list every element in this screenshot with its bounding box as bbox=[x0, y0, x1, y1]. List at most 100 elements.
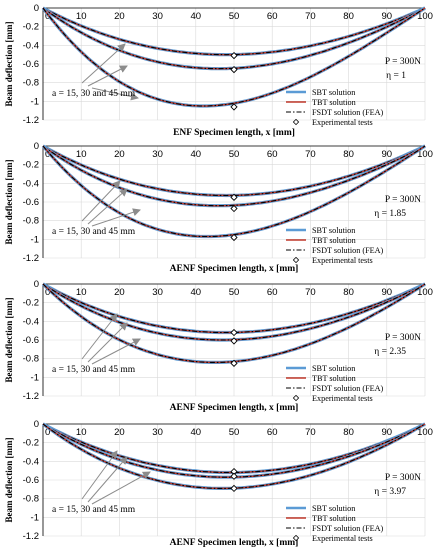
legend-experimental-label: Experimental tests bbox=[312, 534, 373, 543]
legend-experimental-symbol bbox=[292, 394, 300, 402]
experimental-point bbox=[230, 472, 238, 480]
x-tick-label: 50 bbox=[229, 11, 240, 22]
crack-length-label: a = 15, 30 and 45 mm bbox=[52, 505, 136, 515]
x-tick-label: 60 bbox=[267, 149, 278, 160]
x-tick-label: 10 bbox=[76, 149, 87, 160]
load-annotation: P = 300N bbox=[385, 195, 421, 205]
y-axis-title: Beam deflection [mm] bbox=[4, 160, 14, 245]
legend-tbt-label: TBT solution bbox=[312, 98, 356, 107]
legend-experimental-label: Experimental tests bbox=[312, 394, 373, 403]
x-tick-label: 20 bbox=[114, 427, 125, 438]
experimental-point bbox=[230, 328, 238, 337]
legend-fsdt-label: FSDT solution (FEA) bbox=[312, 524, 384, 533]
x-tick-label: 30 bbox=[152, 287, 163, 298]
x-tick-label: 50 bbox=[229, 427, 240, 438]
fsdt-curve-a45 bbox=[42, 7, 426, 107]
y-tick-label: -0.6 bbox=[23, 475, 39, 486]
chart-panel-2: 0 10 20 30 40 50 60 70 80 90 100 0 -0.2 -0.4 -0.6 -0.8 -… bbox=[4, 141, 433, 274]
load-annotation: P = 300N bbox=[385, 473, 421, 483]
chart-panel-4: 0 10 20 30 40 50 60 70 80 90 100 0 -0.2 -0.4 -0.6 -0.8 -… bbox=[4, 419, 433, 548]
x-tick-label: 70 bbox=[305, 149, 316, 160]
eta-annotation: η = 2.35 bbox=[374, 347, 406, 357]
x-tick-label: 20 bbox=[114, 11, 125, 22]
crack-length-label: a = 15, 30 and 45 mm bbox=[52, 227, 136, 237]
eta-annotation: η = 1 bbox=[386, 71, 406, 81]
x-tick-label: 70 bbox=[305, 287, 316, 298]
legend-sbt-label: SBT solution bbox=[312, 504, 355, 513]
x-tick-label: 10 bbox=[76, 427, 87, 438]
experimental-point bbox=[230, 359, 238, 367]
y-tick-label: 0 bbox=[34, 279, 39, 290]
crack-arrow bbox=[91, 471, 151, 505]
crack-arrow bbox=[87, 65, 128, 87]
experimental-point bbox=[230, 65, 238, 74]
fsdt-curve-a45 bbox=[42, 423, 426, 489]
experimental-point bbox=[230, 484, 238, 493]
chart-panel-1: 0 10 20 30 40 50 60 70 80 90 1000-0.2-0.4-0.6-0.8-… bbox=[4, 3, 433, 138]
x-tick-label: 40 bbox=[191, 11, 202, 22]
crack-arrow bbox=[91, 208, 141, 227]
legend-tbt-label: TBT solution bbox=[312, 514, 356, 523]
x-tick-label: 70 bbox=[305, 11, 316, 22]
x-tick-label: 80 bbox=[343, 427, 354, 438]
y-tick-label: -0.4 bbox=[23, 178, 39, 189]
legend-sbt-label: SBT solution bbox=[312, 364, 355, 373]
experimental-point bbox=[230, 103, 238, 111]
x-tick-label: 0 bbox=[45, 427, 50, 438]
experimental-point bbox=[230, 204, 238, 213]
y-tick-label: -1.2 bbox=[23, 391, 39, 402]
x-tick-label: 90 bbox=[382, 427, 393, 438]
chart-panel-3: 0 10 20 30 40 50 60 70 80 90 100 0 -0.2 -0.4 -0.6 -0.8 -… bbox=[4, 279, 433, 413]
x-tick-label: 80 bbox=[343, 287, 354, 298]
experimental-point bbox=[230, 51, 238, 60]
legend-tbt-label: TBT solution bbox=[312, 236, 356, 245]
crack-arrow bbox=[81, 43, 126, 84]
x-axis-title: ENF Specimen length, x [mm] bbox=[173, 128, 295, 138]
x-tick-label: 30 bbox=[152, 149, 163, 160]
experimental-point bbox=[230, 233, 238, 242]
y-tick-label: -0.8 bbox=[23, 216, 39, 227]
y-tick-label: -0.6 bbox=[23, 335, 39, 346]
x-tick-label: 90 bbox=[382, 149, 393, 160]
x-tick-label: 90 bbox=[382, 11, 393, 22]
load-annotation: P = 300N bbox=[385, 333, 421, 343]
legend-sbt-label: SBT solution bbox=[312, 226, 355, 235]
y-tick-label: -0.8 bbox=[23, 494, 39, 505]
x-tick-label: 50 bbox=[229, 287, 240, 298]
legend-fsdt-label: FSDT solution (FEA) bbox=[312, 108, 384, 117]
crack-arrow bbox=[81, 180, 121, 222]
x-tick-label: 20 bbox=[114, 287, 125, 298]
x-tick-label: 70 bbox=[305, 427, 316, 438]
y-tick-label: -0.2 bbox=[23, 298, 39, 309]
crack-length-label: a = 15, 30 and 45 mm bbox=[52, 89, 136, 99]
y-tick-label: -1.2 bbox=[23, 115, 39, 126]
legend-sbt-label: SBT solution bbox=[312, 88, 355, 97]
y-tick-label: -0.2 bbox=[23, 22, 39, 33]
y-axis-title: Beam deflection [mm] bbox=[4, 438, 14, 523]
x-tick-label: 90 bbox=[382, 287, 393, 298]
experimental-point bbox=[230, 193, 238, 201]
legend-experimental-symbol bbox=[292, 118, 300, 126]
y-tick-label: 0 bbox=[34, 141, 39, 152]
x-tick-label: 10 bbox=[76, 11, 87, 22]
y-tick-label: -1.2 bbox=[23, 253, 39, 264]
y-tick-label: -1 bbox=[31, 372, 39, 383]
y-tick-label: -0.4 bbox=[23, 40, 39, 51]
x-tick-label: 100 bbox=[417, 427, 433, 438]
x-tick-label: 60 bbox=[267, 11, 278, 22]
y-tick-label: -1 bbox=[31, 96, 39, 107]
x-tick-label: 40 bbox=[191, 149, 202, 160]
x-tick-label: 10 bbox=[76, 287, 87, 298]
y-tick-label: -0.8 bbox=[23, 78, 39, 89]
y-axis-title: Beam deflection [mm] bbox=[4, 22, 14, 107]
crack-arrow bbox=[91, 87, 139, 101]
y-axis-title: Beam deflection [mm] bbox=[4, 298, 14, 383]
legend-tbt-label: TBT solution bbox=[312, 374, 356, 383]
legend-fsdt-label: FSDT solution (FEA) bbox=[312, 246, 384, 255]
fsdt-curve-a15 bbox=[42, 283, 426, 334]
x-tick-label: 0 bbox=[45, 287, 50, 298]
y-tick-label: -1.2 bbox=[23, 531, 39, 542]
